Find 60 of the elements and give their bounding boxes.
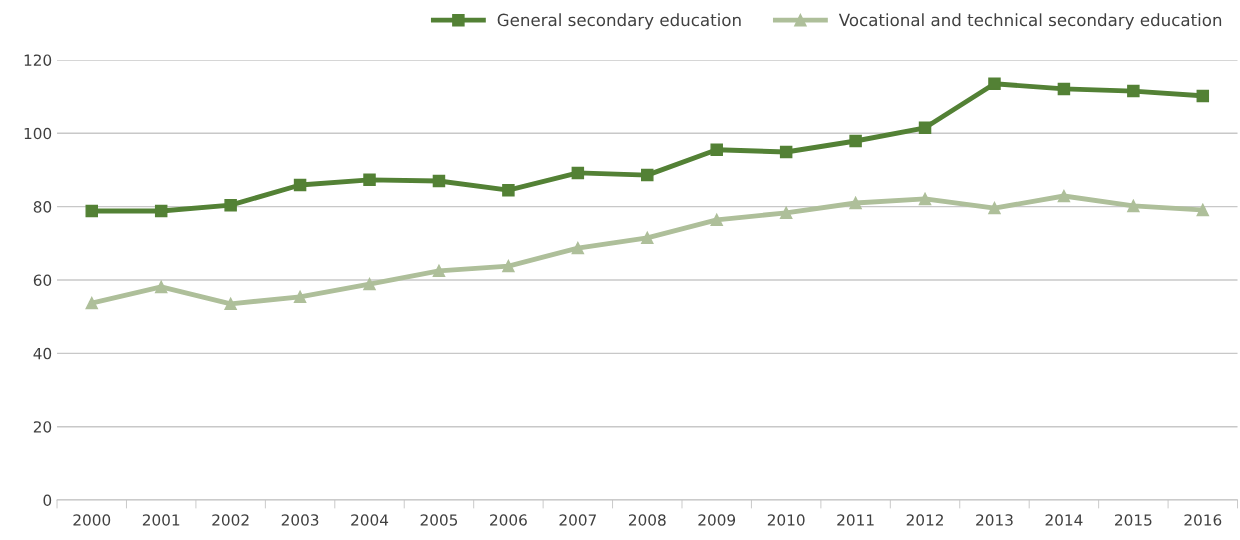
point [85, 204, 99, 218]
x-tick-label: 2016 [1184, 514, 1222, 526]
x-tick-label: 2006 [490, 514, 527, 526]
point [502, 183, 515, 197]
y-tick-label: 80 [33, 201, 52, 213]
legend-label: General secondary education [497, 13, 741, 30]
x-tick-label: 2000 [73, 514, 111, 526]
point [85, 296, 99, 310]
point [432, 174, 446, 188]
y-tick-label: 100 [24, 127, 52, 140]
point [293, 290, 307, 304]
point [988, 77, 1001, 91]
point [363, 277, 376, 291]
x-tick-label: 2002 [212, 514, 249, 526]
point [849, 134, 862, 148]
point [154, 204, 168, 218]
point [224, 297, 237, 311]
point [571, 166, 585, 180]
x-tick-label: 2014 [1045, 514, 1083, 526]
x-tick-label: 2003 [281, 514, 319, 526]
point [432, 264, 446, 278]
point [918, 121, 932, 135]
legend-label: Vocational and technical secondary education [838, 13, 1222, 30]
point [849, 196, 862, 210]
x-tick-label: 2011 [837, 514, 874, 526]
x-tick-label: 2009 [698, 514, 736, 526]
point [641, 168, 654, 182]
x-tick-label: 2005 [420, 514, 458, 526]
point [571, 241, 585, 255]
x-tick-label: 2015 [1115, 514, 1152, 526]
point [224, 198, 237, 212]
y-tick-label: 20 [33, 421, 52, 433]
point [1127, 84, 1140, 98]
x-tick-label: 2013 [976, 514, 1013, 526]
point [363, 173, 376, 187]
point [1196, 203, 1210, 217]
y-tick-label: 120 [24, 54, 52, 66]
x-tick-label: 2010 [767, 514, 805, 526]
point [779, 206, 793, 220]
y-tick-label: 40 [33, 347, 52, 360]
x-tick-label: 2008 [628, 514, 666, 526]
point [1127, 199, 1140, 213]
y-tick-label: 0 [43, 494, 52, 507]
x-tick-label: 2004 [351, 514, 389, 526]
point [641, 231, 654, 245]
point [1057, 82, 1071, 96]
point [988, 201, 1001, 215]
point [779, 145, 793, 159]
point [293, 178, 307, 192]
point [918, 192, 932, 206]
point [710, 213, 723, 227]
y-tick-label: 60 [33, 274, 52, 287]
x-tick-label: 2012 [906, 514, 943, 526]
x-tick-label: 2001 [142, 514, 180, 526]
point [1057, 189, 1071, 203]
x-tick-label: 2007 [559, 514, 596, 526]
point [502, 259, 515, 273]
point [710, 143, 723, 157]
point [1196, 89, 1210, 103]
point [154, 280, 168, 294]
